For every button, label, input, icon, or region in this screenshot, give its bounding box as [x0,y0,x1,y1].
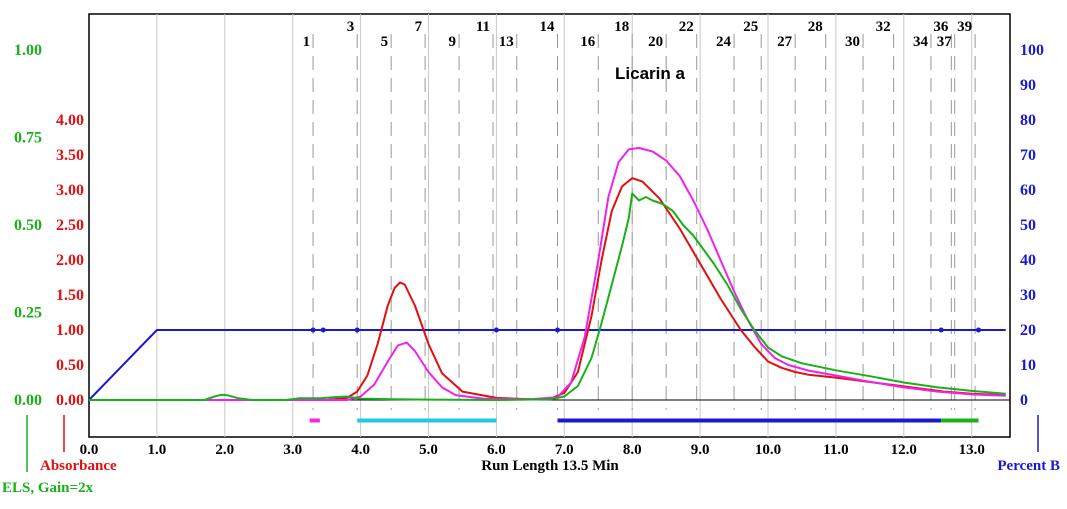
absorbance-axis-label: Absorbance [40,458,117,474]
absorbance-tick-label: 0.00 [56,392,84,409]
x-tick-label: 3.0 [283,442,302,458]
absorbance-tick-label: 0.50 [56,357,84,374]
els-line [89,192,1006,401]
x-tick-label: 5.0 [419,442,438,458]
percent-b-tick-label: 20 [1020,322,1036,339]
fraction-label: 13 [499,34,514,50]
els-tick-label: 0.50 [14,217,42,234]
percent-b-tick-label: 50 [1020,217,1036,234]
x-tick-label: 2.0 [215,442,234,458]
fraction-label: 14 [540,19,556,35]
percent-b-marker [938,327,944,333]
absorbance-tick-label: 4.00 [56,112,84,129]
x-tick-label: 7.0 [555,442,574,458]
els-tick-label: 0.00 [14,392,42,409]
fraction-label: 16 [580,34,596,50]
collection-bar [309,418,320,423]
collection-bar [941,418,979,423]
fraction-label: 9 [449,34,457,50]
percent-b-tick-label: 80 [1020,112,1036,129]
fraction-label: 28 [808,19,823,35]
percent-b-marker [975,327,981,333]
els-axis-label: ELS, Gain=2x [2,480,94,496]
fraction-label: 27 [777,34,793,50]
x-tick-label: 13.0 [959,442,985,458]
fraction-label: 30 [845,34,860,50]
x-tick-label: 0.0 [80,442,99,458]
fraction-label: 5 [381,34,389,50]
fraction-label: 37 [937,34,953,50]
percent-b-line [88,329,1006,401]
collection-bar [557,418,942,423]
els-tick-label: 1.00 [14,42,42,59]
fraction-label: 20 [648,34,663,50]
percent-b-marker [310,327,316,333]
magenta-line [89,147,1006,401]
fraction-label: 25 [743,19,758,35]
fraction-label: 36 [933,19,949,35]
percent-b-marker [354,327,360,333]
x-tick-label: 8.0 [623,442,642,458]
percent-b-marker [555,327,561,333]
x-tick-label: 10.0 [755,442,781,458]
absorbance-tick-label: 1.00 [56,322,84,339]
percent-b-marker [320,327,326,333]
els-tick-label: 0.25 [14,305,42,322]
percent-b-marker [493,327,499,333]
absorbance-tick-label: 2.00 [56,252,84,269]
percent-b-tick-label: 100 [1020,42,1044,59]
fraction-label: 18 [614,19,629,35]
x-tick-label: 1.0 [148,442,167,458]
percent-b-tick-label: 90 [1020,77,1036,94]
fraction-label: 11 [476,19,490,35]
absorbance-tick-label: 2.50 [56,217,84,234]
fraction-label: 39 [957,19,972,35]
x-tick-label: 9.0 [691,442,710,458]
x-tick-label: 6.0 [487,442,506,458]
percent-b-axis-label: Percent B [997,458,1060,474]
fraction-label: 24 [716,34,732,50]
fraction-label: 22 [679,19,694,35]
fraction-label: 7 [415,19,423,35]
absorbance-tick-label: 1.50 [56,287,84,304]
collection-bar [357,418,497,423]
x-tick-label: 11.0 [823,442,848,458]
percent-b-tick-label: 10 [1020,357,1036,374]
absorbance-line [89,177,1006,401]
fraction-label: 34 [913,34,929,50]
plot-frame [88,13,1011,438]
x-tick-label: 12.0 [891,442,917,458]
fraction-label: 32 [876,19,891,35]
fraction-label: 1 [303,34,311,50]
percent-b-tick-label: 70 [1020,147,1036,164]
absorbance-tick-label: 3.50 [56,147,84,164]
x-axis-label: Run Length 13.5 Min [481,458,619,474]
peak-annotation: Licarin a [615,64,685,83]
absorbance-tick-label: 3.00 [56,182,84,199]
percent-b-tick-label: 40 [1020,252,1036,269]
percent-b-tick-label: 30 [1020,287,1036,304]
percent-b-tick-label: 0 [1020,392,1028,409]
fraction-label: 3 [347,19,355,35]
els-tick-label: 0.75 [14,130,42,147]
percent-b-tick-label: 60 [1020,182,1036,199]
x-tick-label: 4.0 [351,442,370,458]
